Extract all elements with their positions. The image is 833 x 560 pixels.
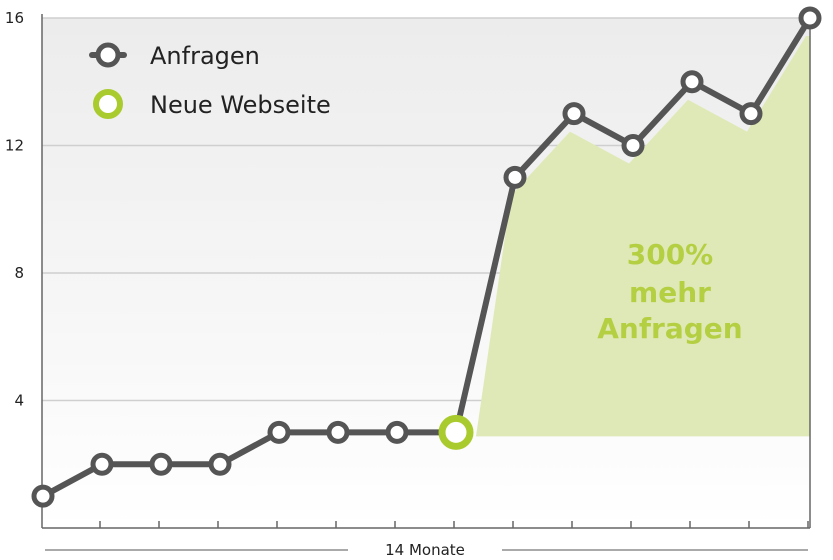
y-tick-label-8: 8 [14, 264, 24, 282]
growth-area [476, 36, 810, 437]
data-points [31, 6, 822, 508]
data-point-1 [31, 484, 55, 508]
y-tick-label-16: 16 [5, 9, 24, 27]
annotation-line-3: Anfragen [597, 312, 742, 345]
data-point-12 [680, 70, 704, 94]
legend-gray-ring-icon [95, 42, 121, 68]
annotation: 300% mehr Anfragen [597, 238, 742, 345]
y-tick-label-12: 12 [5, 137, 24, 155]
data-point-14 [798, 6, 822, 30]
data-point-10 [562, 102, 586, 126]
data-point-11 [621, 134, 645, 157]
data-point-9 [503, 165, 527, 189]
legend: Anfragen Neue Webseite [89, 42, 331, 119]
y-tick-label-4: 4 [14, 392, 24, 410]
data-point-5 [267, 420, 291, 444]
data-point-7 [385, 420, 409, 444]
annotation-line-2: mehr [629, 276, 711, 309]
data-point-13 [739, 102, 763, 126]
annotation-line-1: 300% [627, 238, 714, 271]
axes [41, 14, 811, 529]
x-axis-label: 14 Monate [385, 541, 465, 559]
legend-green-ring-icon [93, 89, 123, 119]
y-tick-labels: 4 8 12 16 [5, 9, 24, 410]
data-point-4 [208, 452, 232, 476]
legend-label-neue-webseite: Neue Webseite [150, 91, 331, 119]
data-point-2 [90, 452, 114, 476]
data-point-6 [326, 420, 350, 444]
data-point-3 [149, 452, 173, 476]
growth-area-shape [476, 36, 810, 437]
legend-label-anfragen: Anfragen [150, 42, 260, 70]
highlight-point-neue-webseite [438, 414, 474, 450]
x-axis-label-group: 14 Monate [45, 541, 808, 559]
